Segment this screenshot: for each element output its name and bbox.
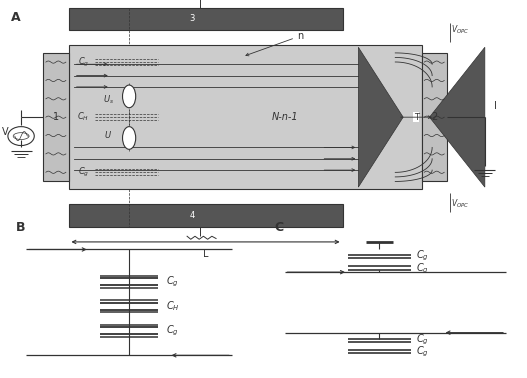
Text: $C_g$: $C_g$ <box>416 345 429 359</box>
Text: 2: 2 <box>431 112 437 122</box>
Text: $U$: $U$ <box>104 129 112 140</box>
Text: $C_g$: $C_g$ <box>78 166 90 178</box>
Text: N-n-1: N-n-1 <box>271 112 298 122</box>
Text: T: T <box>414 113 419 122</box>
Text: $C_g$: $C_g$ <box>416 249 429 263</box>
Text: $U_s$: $U_s$ <box>102 94 114 107</box>
Text: $C_g$: $C_g$ <box>416 261 429 276</box>
Bar <box>43 53 69 181</box>
Text: $V_{OPC}$: $V_{OPC}$ <box>451 24 469 37</box>
Text: $C_g$: $C_g$ <box>78 56 90 69</box>
Circle shape <box>8 127 34 146</box>
Ellipse shape <box>122 85 136 108</box>
Text: 1: 1 <box>53 112 59 122</box>
Ellipse shape <box>122 127 136 149</box>
Text: $C_H$: $C_H$ <box>166 299 180 313</box>
Bar <box>69 8 343 30</box>
Text: $C_g$: $C_g$ <box>166 324 179 338</box>
Text: $V_{OPC}$: $V_{OPC}$ <box>451 198 469 211</box>
Text: n: n <box>297 31 304 41</box>
Text: 4: 4 <box>190 211 195 220</box>
Bar <box>69 204 343 227</box>
Text: $C_H$: $C_H$ <box>77 111 90 124</box>
Text: L: L <box>203 249 208 259</box>
Text: I: I <box>494 101 497 111</box>
Text: C: C <box>274 222 283 234</box>
Text: B: B <box>16 222 25 234</box>
Text: A: A <box>11 11 20 24</box>
Text: V: V <box>2 127 8 137</box>
Text: $C_g$: $C_g$ <box>416 333 429 347</box>
Polygon shape <box>358 47 403 187</box>
Text: 3: 3 <box>190 14 195 23</box>
Text: $C_g$: $C_g$ <box>166 274 179 289</box>
Bar <box>69 45 422 189</box>
Bar <box>422 53 447 181</box>
Polygon shape <box>430 47 485 187</box>
